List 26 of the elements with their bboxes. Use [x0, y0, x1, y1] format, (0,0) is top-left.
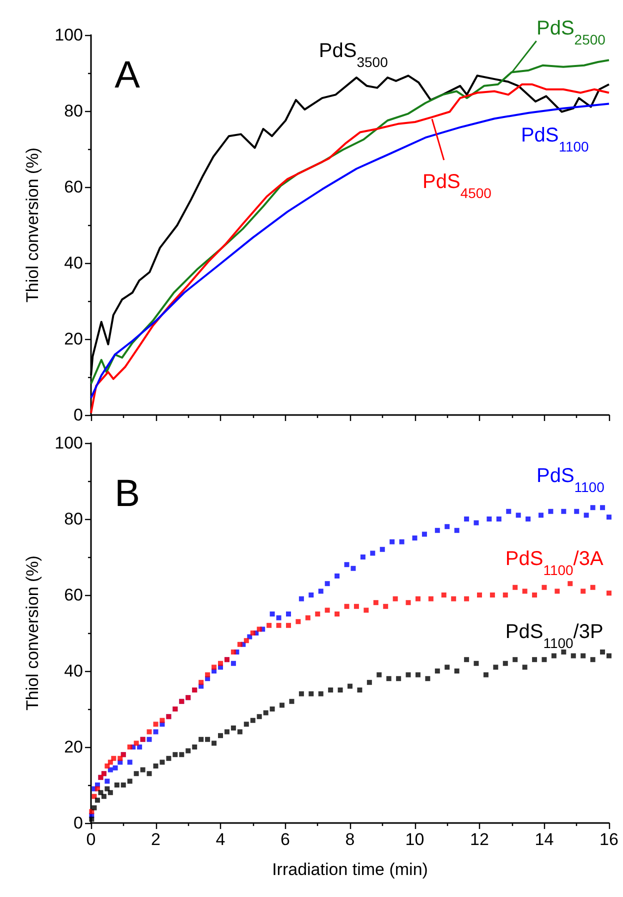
y-tick-label: 20 [64, 330, 83, 348]
y-tick-label: 40 [64, 254, 83, 272]
y-axis-title: Thiol conversion (%) [23, 148, 42, 302]
y-tick-label: 100 [54, 26, 83, 44]
x-tick-label: 16 [600, 830, 618, 849]
y-tick-label: 0 [74, 406, 83, 424]
y-axis-title: Thiol conversion (%) [23, 556, 42, 710]
y-tick-label: 0 [74, 814, 83, 832]
y-tick-label: 60 [64, 586, 83, 604]
y-tick-label: 20 [64, 738, 83, 756]
x-tick-label: 12 [470, 830, 489, 849]
annotation: B [114, 472, 140, 515]
annotation: A [114, 54, 141, 97]
y-tick-label: 40 [64, 662, 83, 680]
y-tick-label: 100 [54, 434, 83, 452]
x-tick-label: 14 [534, 830, 554, 849]
y-tick-label: 80 [64, 510, 83, 528]
x-tick-label: 6 [280, 830, 290, 849]
x-tick-label: 0 [86, 830, 96, 849]
x-tick-label: 10 [405, 830, 424, 849]
x-tick-label: 8 [345, 830, 355, 849]
x-tick-label: 4 [216, 830, 226, 849]
x-tick-label: 2 [151, 830, 160, 849]
y-tick-label: 60 [64, 178, 83, 196]
y-tick-label: 80 [64, 102, 83, 120]
x-axis-title: Irradiation time (min) [272, 860, 428, 879]
